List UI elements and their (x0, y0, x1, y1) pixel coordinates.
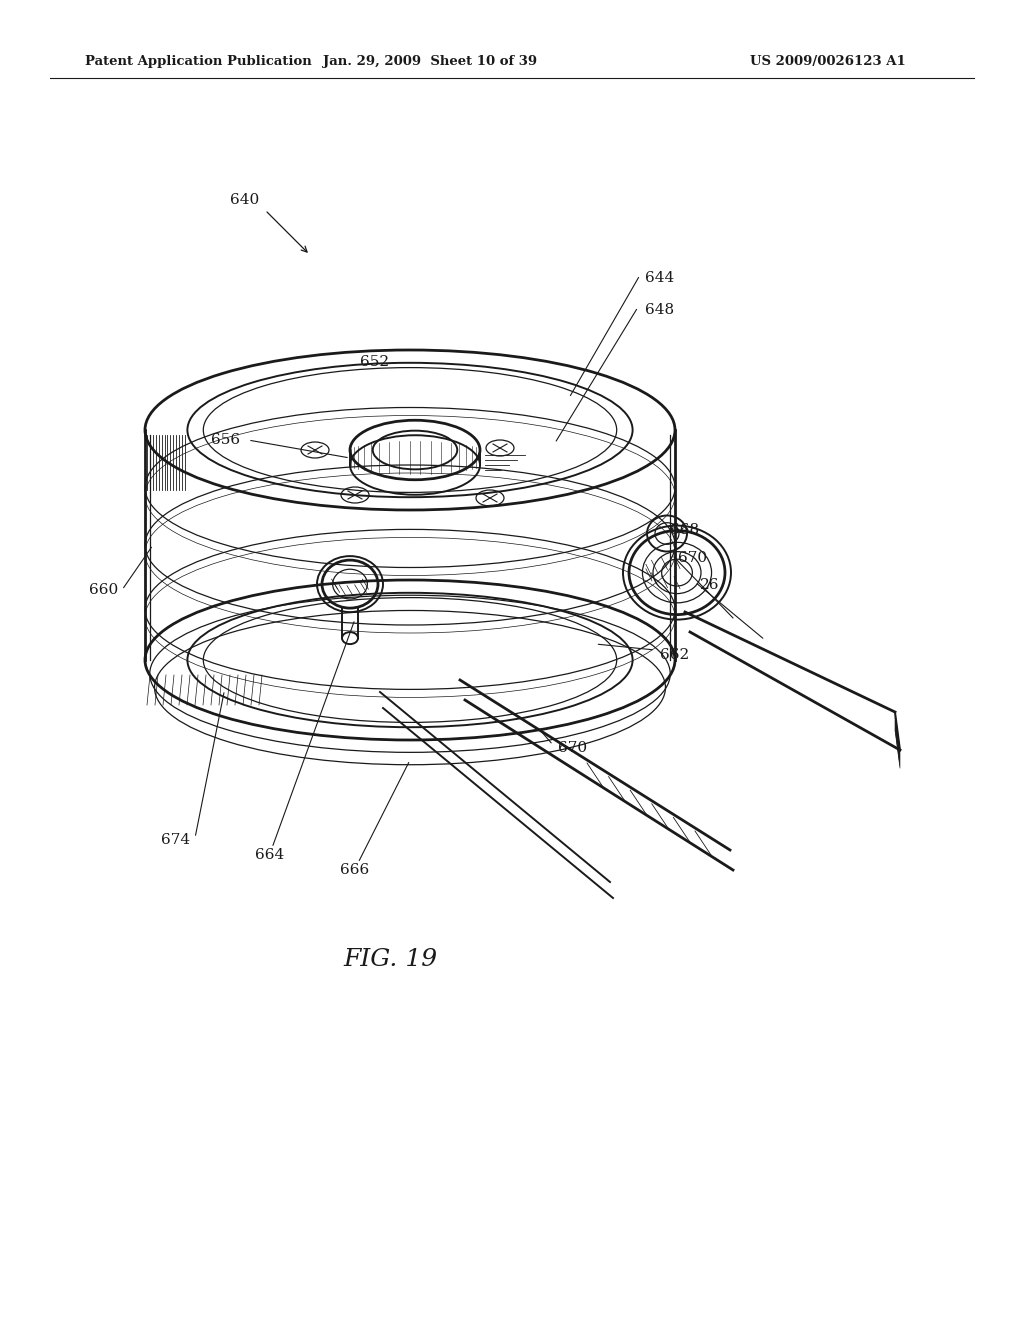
Text: 656: 656 (211, 433, 240, 447)
Text: 648: 648 (645, 304, 674, 317)
Text: 652: 652 (360, 355, 389, 370)
Text: 668: 668 (670, 523, 699, 537)
Text: 660: 660 (89, 583, 118, 597)
Text: 670: 670 (558, 741, 587, 755)
Text: 666: 666 (340, 863, 370, 876)
Text: 640: 640 (230, 193, 260, 207)
Text: Patent Application Publication: Patent Application Publication (85, 55, 311, 69)
Text: 644: 644 (645, 271, 674, 285)
Text: Jan. 29, 2009  Sheet 10 of 39: Jan. 29, 2009 Sheet 10 of 39 (323, 55, 537, 69)
Text: 670: 670 (678, 550, 708, 565)
Text: US 2009/0026123 A1: US 2009/0026123 A1 (750, 55, 906, 69)
Text: 662: 662 (660, 648, 689, 663)
Text: 664: 664 (255, 847, 285, 862)
Text: FIG. 19: FIG. 19 (343, 949, 437, 972)
Text: 674: 674 (161, 833, 190, 847)
Text: 26: 26 (700, 578, 720, 591)
